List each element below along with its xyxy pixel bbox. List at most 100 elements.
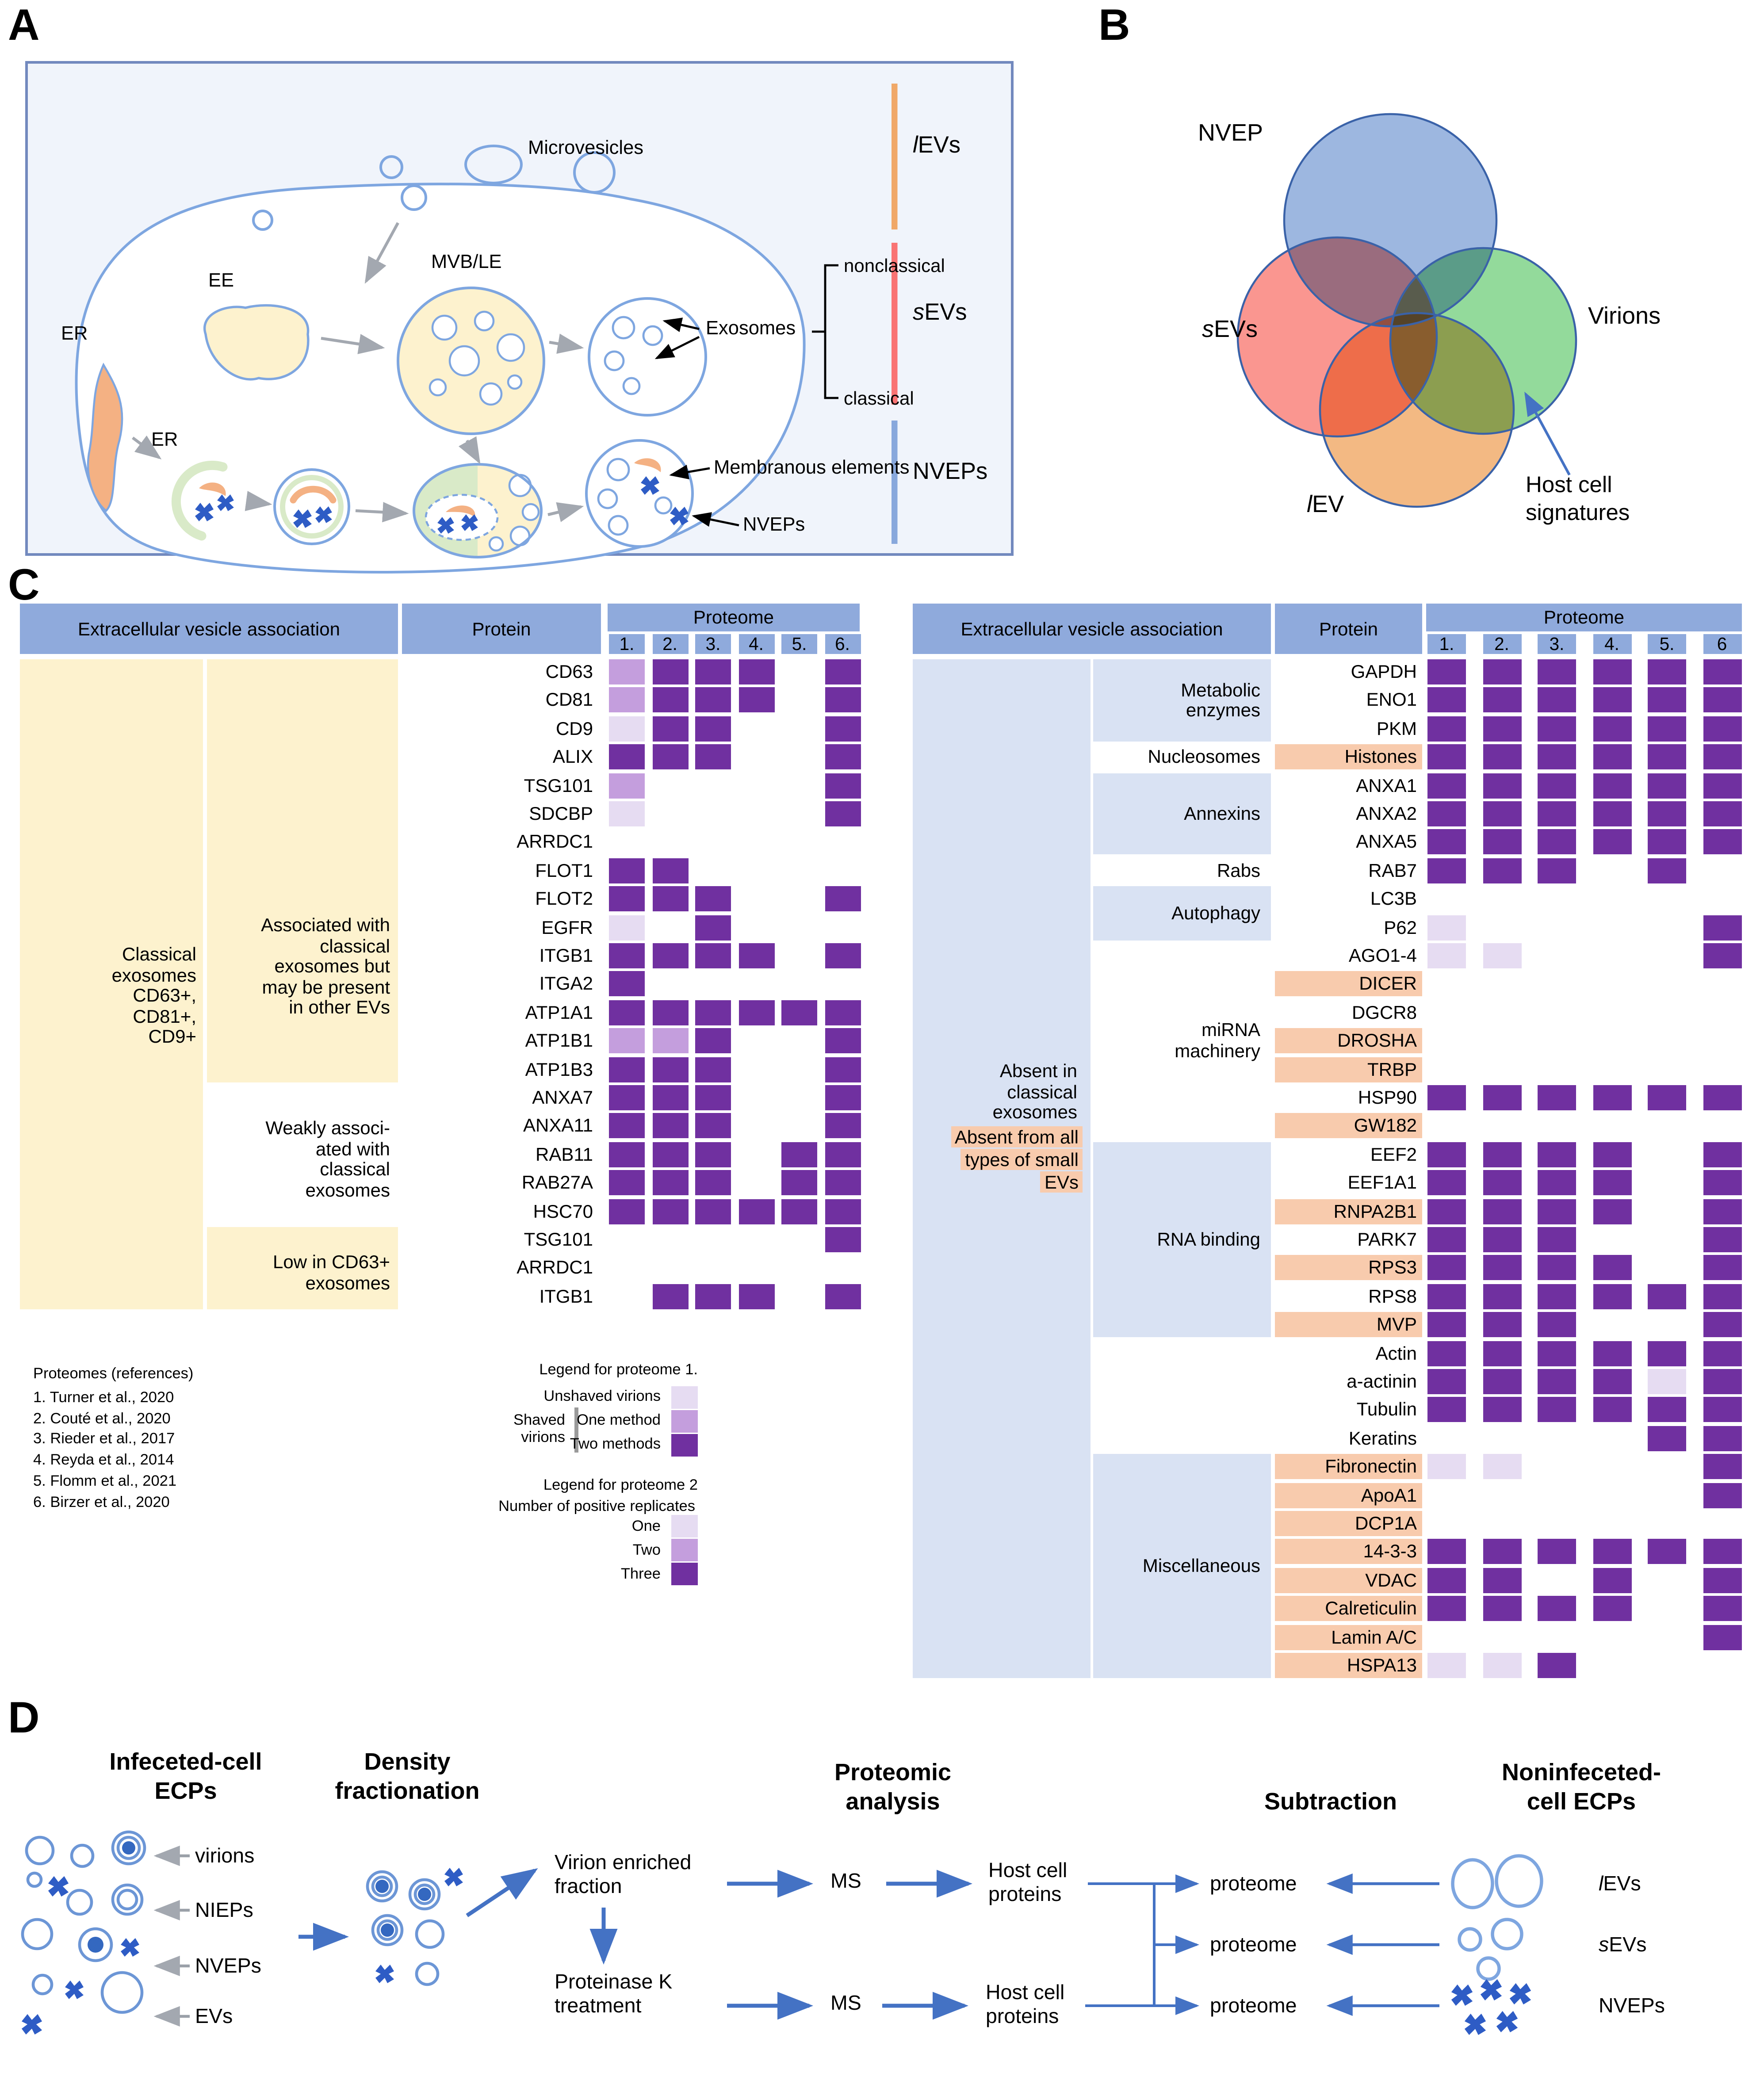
proteome-cell <box>695 688 731 713</box>
proteome-cell <box>824 801 861 826</box>
protein-label: ITGB1 <box>539 1285 593 1307</box>
protein-label: ANXA7 <box>532 1086 593 1108</box>
proteome-cell <box>1427 1312 1466 1338</box>
proteome-cell <box>695 1028 731 1054</box>
proteome-cell <box>609 659 645 684</box>
proteome-cell <box>1538 1369 1576 1394</box>
proteome-cell <box>652 886 688 912</box>
venn-virions-label: Virions <box>1588 302 1661 329</box>
proteome-cell <box>609 716 645 742</box>
subtraction-bracket <box>1085 1874 1199 2015</box>
proteome-cell <box>1538 1227 1576 1252</box>
left-subgroup-label-2: Low in CD63+ <box>273 1251 390 1272</box>
proteome-cell <box>1703 830 1741 855</box>
proteome-cell <box>1648 1085 1686 1110</box>
protein-label: CD9 <box>555 717 593 739</box>
proteome-cell <box>1703 1227 1741 1252</box>
er-strand <box>87 363 123 512</box>
proteome-cell <box>609 688 645 713</box>
right-category-box-2 <box>1093 772 1271 855</box>
proteome-cell <box>1427 858 1466 883</box>
left-proteome-header: Proteome <box>608 604 860 631</box>
proteome-cell <box>738 659 774 684</box>
noninfected-label-sevs: sEVs <box>1599 1934 1647 1957</box>
host-proteins-bottom2: proteins <box>986 2006 1059 2028</box>
autophagosome <box>273 468 350 545</box>
proteome-cell <box>1538 744 1576 770</box>
proteome-cell <box>1427 1255 1466 1281</box>
proteome-cell <box>609 1085 645 1110</box>
heading-noninfected: Noninfeceted- <box>1501 1759 1661 1786</box>
ee-label: EE <box>208 271 234 292</box>
proteome-cell <box>1703 1312 1741 1338</box>
venn-lev-circle <box>1320 313 1514 507</box>
right-category-box-4 <box>1093 886 1271 940</box>
proteome-cell <box>1482 716 1521 742</box>
proteome-cell <box>1703 1085 1741 1110</box>
er-upper-label: ER <box>61 324 88 345</box>
proteome-cell <box>1482 1340 1521 1366</box>
right-category-label-5: miRNA <box>1201 1019 1260 1041</box>
right-category-label-2: Annexins <box>1184 802 1260 824</box>
right-outer-label-absent-classical: exosomes <box>992 1101 1077 1122</box>
host-proteins-top: Host cell <box>988 1860 1068 1882</box>
protein-highlight <box>1275 1198 1422 1224</box>
reference-item: 2. Couté et al., 2020 <box>33 1411 171 1427</box>
virion-fraction-label2: fraction <box>555 1876 622 1898</box>
left-subgroup-label-2: exosomes <box>305 1271 390 1293</box>
protein-label: LC3B <box>1370 887 1417 909</box>
proteome-cell <box>1703 914 1741 940</box>
proteome-cell <box>1427 1227 1466 1252</box>
proteome-cell <box>695 914 731 940</box>
proteome-cell <box>695 744 731 770</box>
proteome-cell <box>1592 1340 1631 1366</box>
proteome-cell <box>695 716 731 742</box>
proteome-cell <box>1538 659 1576 684</box>
proteome-cell <box>1648 1539 1686 1565</box>
protein-label: TSG101 <box>524 1228 593 1250</box>
right-category-box-8 <box>1093 1454 1271 1678</box>
protein-label: ANXA5 <box>1356 831 1417 853</box>
ecp-label-nieps: NIEPs <box>195 1900 253 1922</box>
legend2-swatch-three <box>671 1563 698 1585</box>
protein-highlight <box>1275 1482 1422 1508</box>
left-proteome-col-1: 1. <box>609 634 645 654</box>
proteome-cell <box>1648 830 1686 855</box>
proteome-cell <box>1703 1454 1741 1480</box>
right-outer-label-absent-all: EVs <box>738 1171 1083 1194</box>
proteome-cell <box>824 1227 861 1252</box>
proteome-cell <box>738 1198 774 1224</box>
left-subgroup-label-1: Weakly associ- <box>265 1117 390 1138</box>
protein-highlight <box>1275 1454 1422 1480</box>
protein-label: Histones <box>1344 746 1417 767</box>
reference-item: 6. Birzer et al., 2020 <box>33 1494 170 1510</box>
proteome-cell <box>609 1170 645 1196</box>
panel-c-label: C <box>8 560 40 609</box>
nvep-bar <box>892 421 898 544</box>
nvep-capsid-icons <box>1451 1979 1531 2035</box>
left-assoc-header: Extracellular vesicle association <box>20 604 398 654</box>
protein-label: VDAC <box>1365 1569 1417 1591</box>
proteome-cell <box>1703 1255 1741 1281</box>
proteome-cell <box>1648 1340 1686 1366</box>
panel-b-label: B <box>1098 0 1130 49</box>
heading-proteomic: Proteomic <box>834 1759 952 1786</box>
proteome-cell <box>1592 744 1631 770</box>
proteome-cell <box>1427 914 1466 940</box>
proteome-cell <box>609 1113 645 1139</box>
nvep-vesicle <box>585 439 694 548</box>
proteome-cell <box>609 744 645 770</box>
proteome-cell <box>609 772 645 798</box>
panel-a-annotation-arrows <box>654 264 838 527</box>
proteome-cell <box>1592 1255 1631 1281</box>
protein-label: GW182 <box>1354 1115 1417 1136</box>
panel-a-flow-arrows <box>132 222 584 523</box>
proteome-cell <box>824 772 861 798</box>
proteome-cell <box>1703 1596 1741 1621</box>
er-lower-label: ER <box>151 430 178 451</box>
proteome-cell <box>1538 1255 1576 1281</box>
proteome-cell <box>1427 1284 1466 1309</box>
right-category-label-6: RNA binding <box>1157 1228 1260 1250</box>
right-category-label-1: Nucleosomes <box>1148 746 1260 767</box>
ecp-label-virions: virions <box>195 1845 255 1868</box>
